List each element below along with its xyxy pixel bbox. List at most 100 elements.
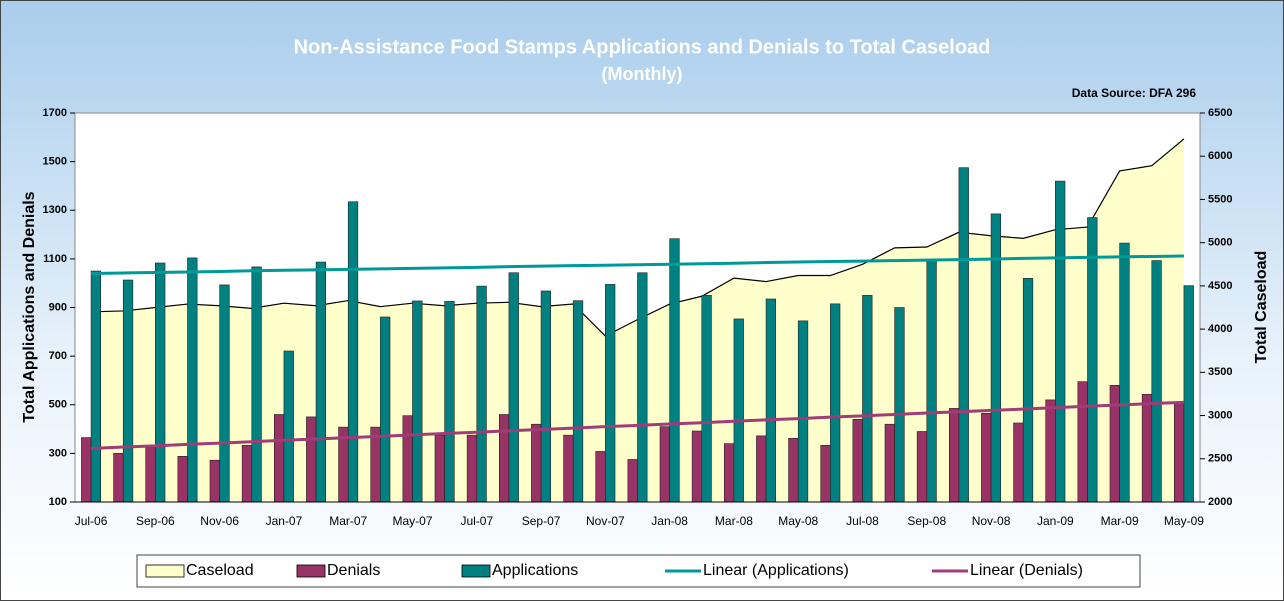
bar [498, 414, 510, 503]
bar [145, 446, 156, 503]
bar [637, 272, 648, 503]
bar [765, 298, 777, 503]
bar [1183, 285, 1194, 503]
legend-swatch [296, 564, 326, 578]
legend-label: Linear (Applications) [703, 562, 849, 579]
bar [241, 445, 253, 503]
bar [788, 438, 799, 503]
x-tick-label: Mar-07 [329, 514, 367, 528]
bar [347, 201, 359, 503]
y2-axis-label: Total Caseload [1253, 251, 1270, 364]
y2-tick-label: 3500 [1208, 366, 1232, 378]
bar [563, 434, 574, 503]
bar [540, 290, 552, 503]
bar [113, 453, 124, 503]
bar [1013, 422, 1024, 503]
y2-tick-label: 5500 [1208, 193, 1232, 205]
x-tick-label: Mar-08 [715, 514, 753, 528]
bar [733, 318, 744, 503]
bar [669, 238, 680, 503]
bar [209, 459, 220, 503]
bar [756, 435, 767, 503]
bar [723, 443, 735, 503]
bar [605, 284, 616, 503]
bar [177, 455, 188, 503]
bar [508, 272, 519, 503]
bar [370, 426, 381, 503]
x-tick-label: Jul-08 [846, 514, 879, 528]
x-tick-label: Jan-07 [266, 514, 303, 528]
x-tick-label: May-07 [392, 514, 432, 528]
bar [380, 316, 391, 503]
y2-tick-label: 4500 [1208, 280, 1232, 292]
bar [273, 414, 285, 503]
bar [595, 451, 606, 503]
bar [948, 408, 960, 503]
x-tick-label: Nov-08 [972, 514, 1011, 528]
y-tick-label: 1500 [43, 156, 67, 168]
y2-tick-label: 6000 [1208, 150, 1232, 162]
bar [155, 262, 166, 503]
bar [1141, 393, 1153, 503]
legend-label: Denials [327, 562, 380, 579]
bar [187, 257, 198, 503]
x-tick-label: Sep-06 [136, 514, 175, 528]
bar [1022, 278, 1034, 503]
x-tick-label: Nov-06 [200, 514, 239, 528]
x-tick-label: May-09 [1164, 514, 1204, 528]
bar [659, 426, 670, 503]
bar [412, 300, 423, 503]
bar [862, 295, 873, 503]
x-tick-label: Sep-07 [522, 514, 561, 528]
y-tick-label: 100 [49, 496, 67, 508]
x-tick-label: Jul-07 [460, 514, 493, 528]
bar [476, 285, 487, 503]
chart-title: Non-Assistance Food Stamps Applications … [294, 36, 991, 58]
bar [820, 445, 831, 503]
y2-tick-label: 2000 [1208, 496, 1232, 508]
bar [1055, 180, 1066, 503]
bar [1173, 403, 1185, 503]
legend-label: Applications [492, 562, 578, 579]
y2-tick-label: 5000 [1208, 237, 1232, 249]
trend-line [91, 254, 1184, 275]
x-tick-label: Mar-09 [1101, 514, 1139, 528]
y2-tick-label: 2500 [1208, 453, 1232, 465]
annotation: Data Source: DFA 296 [1072, 86, 1197, 100]
bar [701, 295, 712, 503]
bar [981, 412, 992, 503]
trend-line [91, 400, 1184, 451]
chart-subtitle: (Monthly) [602, 64, 683, 84]
legend-swatch [461, 564, 491, 578]
legend-label: Linear (Denials) [970, 562, 1083, 579]
bar [1119, 242, 1130, 503]
bar [90, 270, 102, 503]
x-tick-label: Jan-08 [651, 514, 688, 528]
bar [1077, 381, 1088, 503]
bar [251, 266, 262, 503]
x-tick-label: May-08 [778, 514, 818, 528]
bar [315, 261, 327, 503]
bar [434, 434, 445, 503]
y-tick-label: 1700 [43, 107, 67, 119]
x-tick-label: Jan-09 [1037, 514, 1074, 528]
y-tick-label: 1300 [43, 204, 67, 216]
bar [916, 431, 928, 503]
bar [830, 303, 841, 503]
bar [691, 430, 703, 503]
bar [1045, 399, 1056, 503]
y-tick-label: 700 [49, 350, 67, 362]
legend-label: Caseload [186, 562, 254, 579]
bar [283, 350, 294, 503]
y-tick-label: 1100 [43, 253, 67, 265]
bar [852, 419, 863, 503]
y-axis-label: Total Applications and Denials [21, 191, 38, 422]
x-tick-label: Sep-08 [907, 514, 946, 528]
y-tick-label: 500 [49, 399, 67, 411]
bar [958, 167, 969, 503]
bar [81, 437, 92, 503]
bar [1109, 384, 1120, 503]
y2-tick-label: 4000 [1208, 323, 1232, 335]
